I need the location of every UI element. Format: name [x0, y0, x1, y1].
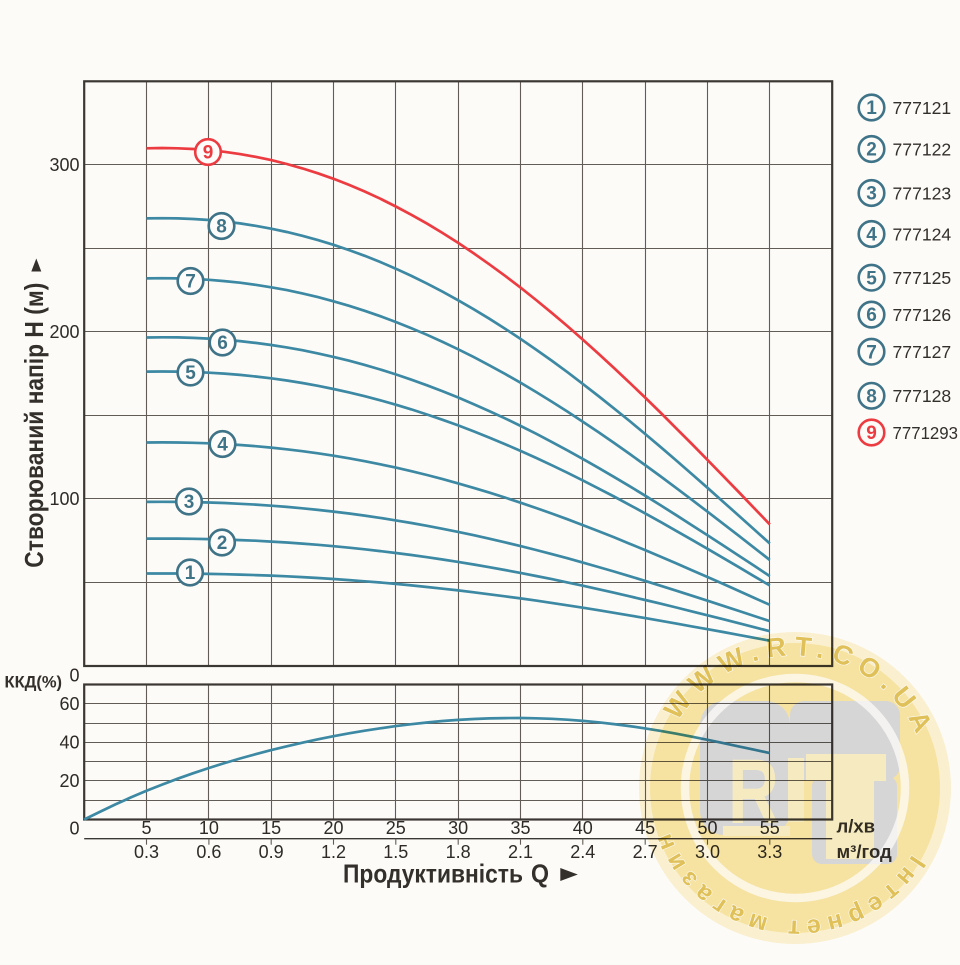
svg-text:40: 40 [573, 818, 593, 838]
svg-text:ККД(%): ККД(%) [5, 674, 63, 692]
svg-text:9: 9 [866, 423, 877, 444]
svg-text:1: 1 [185, 563, 196, 584]
svg-text:Q: Q [531, 859, 549, 889]
svg-text:777121: 777121 [893, 98, 952, 118]
svg-text:6: 6 [866, 305, 877, 326]
svg-text:30: 30 [448, 818, 468, 838]
svg-text:777123: 777123 [893, 183, 952, 203]
svg-text:2.4: 2.4 [570, 842, 595, 862]
svg-text:1: 1 [866, 98, 877, 119]
svg-text:20: 20 [59, 771, 79, 791]
svg-text:777126: 777126 [893, 305, 952, 325]
svg-text:1.2: 1.2 [321, 842, 346, 862]
svg-text:5: 5 [185, 363, 196, 384]
svg-text:7: 7 [866, 342, 877, 363]
svg-text:5: 5 [141, 818, 151, 838]
svg-text:4: 4 [217, 435, 228, 456]
svg-text:200: 200 [49, 322, 79, 342]
svg-text:0: 0 [69, 819, 79, 839]
svg-text:6: 6 [217, 333, 228, 354]
svg-text:300: 300 [49, 155, 79, 175]
svg-text:777127: 777127 [893, 342, 952, 362]
svg-text:25: 25 [386, 818, 406, 838]
svg-text:8: 8 [866, 386, 877, 407]
svg-text:0.6: 0.6 [196, 842, 221, 862]
svg-text:15: 15 [261, 818, 281, 838]
svg-text:40: 40 [59, 733, 79, 753]
svg-text:777128: 777128 [893, 386, 952, 406]
svg-text:Створюваний напір Н (м): Створюваний напір Н (м) [19, 283, 49, 568]
svg-text:4: 4 [866, 225, 877, 246]
svg-text:0.3: 0.3 [134, 842, 159, 862]
svg-text:5: 5 [866, 268, 877, 289]
svg-text:777125: 777125 [893, 268, 952, 288]
svg-text:100: 100 [49, 489, 79, 509]
svg-text:7771293: 7771293 [893, 423, 959, 443]
svg-text:1.8: 1.8 [446, 842, 471, 862]
svg-text:8: 8 [216, 217, 227, 238]
svg-text:35: 35 [510, 818, 530, 838]
svg-text:3: 3 [866, 184, 877, 205]
svg-text:9: 9 [203, 143, 214, 164]
svg-text:2: 2 [866, 140, 877, 161]
svg-text:10: 10 [199, 818, 219, 838]
svg-text:Продуктивність: Продуктивність [343, 859, 523, 889]
svg-text:7: 7 [185, 272, 196, 293]
svg-text:777122: 777122 [893, 139, 952, 159]
svg-text:0.9: 0.9 [259, 842, 284, 862]
svg-text:20: 20 [323, 818, 343, 838]
svg-text:60: 60 [59, 694, 79, 714]
svg-text:0: 0 [69, 666, 79, 686]
svg-text:2.1: 2.1 [508, 842, 533, 862]
svg-text:777124: 777124 [893, 224, 952, 244]
svg-text:3: 3 [184, 492, 195, 513]
svg-text:1.5: 1.5 [383, 842, 408, 862]
svg-text:2: 2 [217, 533, 228, 554]
